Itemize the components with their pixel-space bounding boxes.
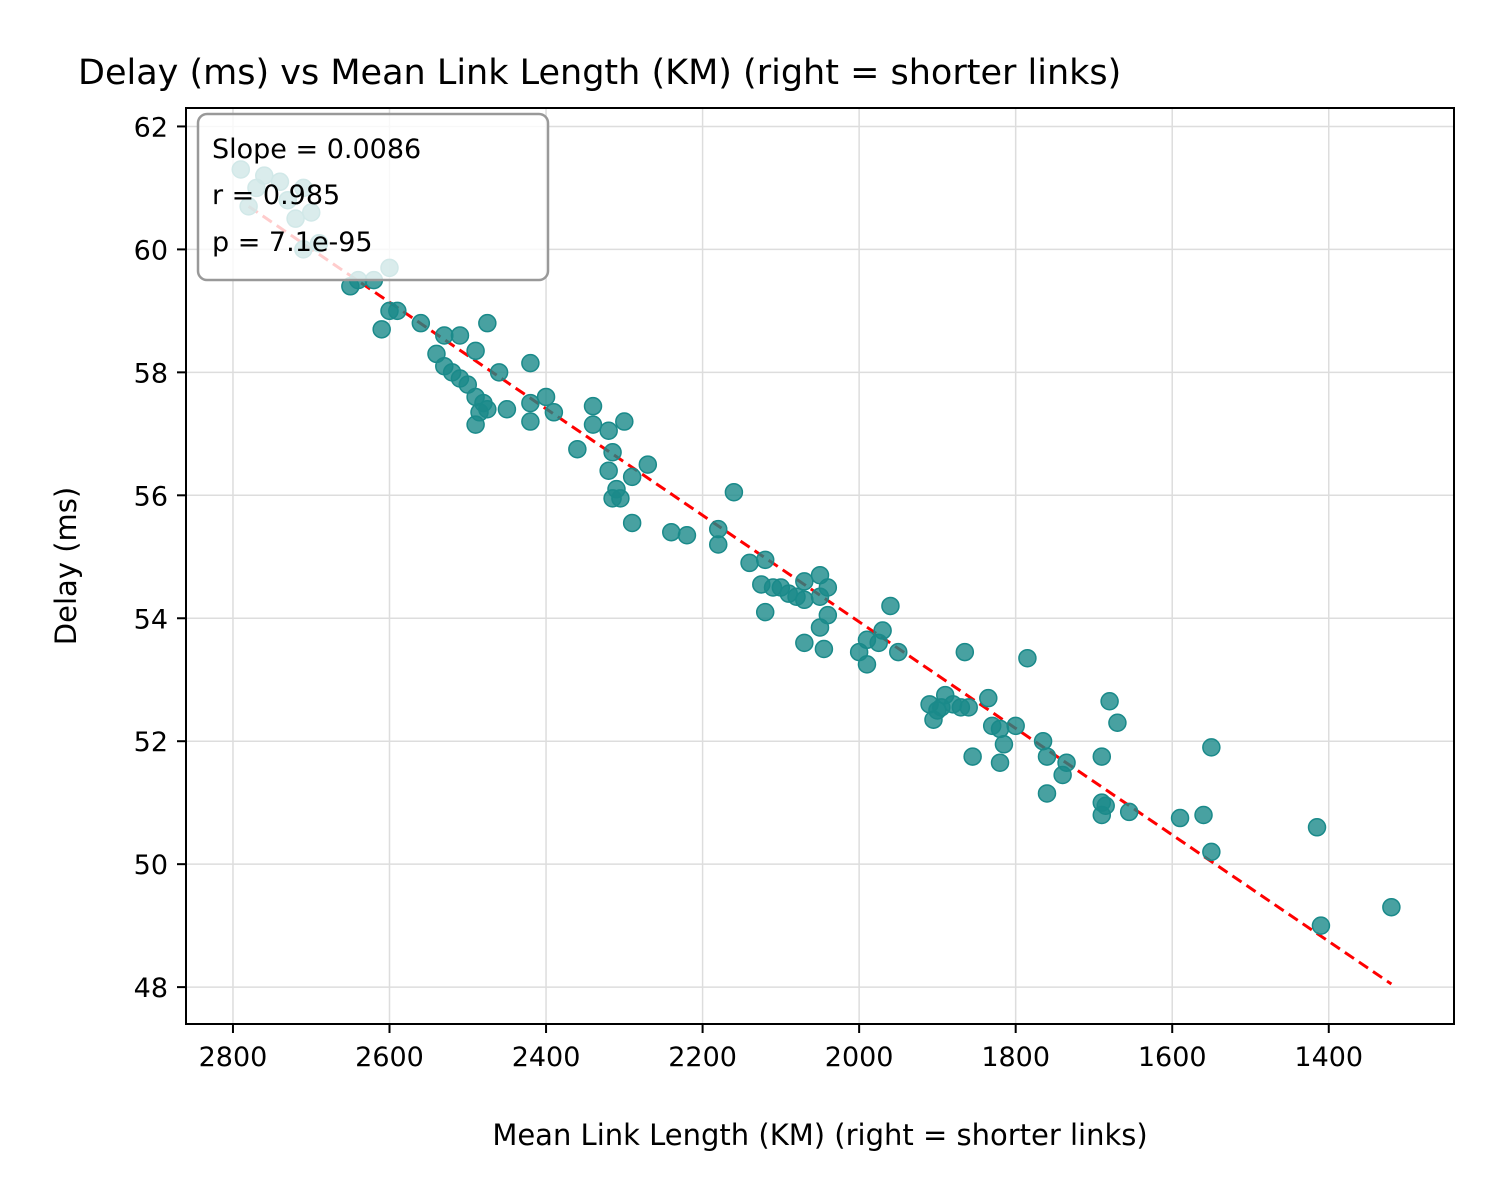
data-point <box>411 313 431 333</box>
data-point <box>1037 747 1057 766</box>
data-point <box>1037 784 1057 803</box>
chart-title: Delay (ms) vs Mean Link Length (KM) (rig… <box>78 53 1121 93</box>
x-tick-label: 2400 <box>512 1042 581 1073</box>
data-point <box>994 735 1014 754</box>
data-point <box>740 553 759 573</box>
data-point <box>662 522 681 542</box>
data-point <box>724 482 744 502</box>
data-point <box>466 341 485 361</box>
data-point <box>435 326 454 345</box>
data-point <box>615 412 634 431</box>
x-tick-label: 1600 <box>1138 1042 1207 1073</box>
data-point <box>1307 818 1327 837</box>
data-point <box>1092 805 1112 825</box>
data-point <box>990 719 1010 739</box>
data-point <box>466 415 485 434</box>
data-point <box>583 396 603 416</box>
data-point <box>1108 713 1127 733</box>
y-tick-label: 58 <box>134 358 168 389</box>
data-point <box>1018 648 1037 668</box>
data-point <box>1170 808 1190 828</box>
data-point <box>795 633 814 653</box>
data-point <box>959 698 978 717</box>
slope-text: Slope = 0.0086 <box>212 134 421 165</box>
data-point <box>1202 738 1221 757</box>
data-point <box>583 415 603 434</box>
y-tick-label: 52 <box>134 727 168 758</box>
data-point <box>795 572 814 591</box>
y-tick-label: 56 <box>134 481 168 512</box>
data-point <box>795 590 814 610</box>
data-point <box>489 363 509 382</box>
stats-box <box>196 112 550 282</box>
y-axis-label: Delay (ms) <box>49 487 83 645</box>
y-axis-ticks: 48 50 52 54 56 58 60 62 <box>134 112 186 1004</box>
data-point <box>963 747 982 766</box>
data-point <box>857 655 877 674</box>
data-point <box>1057 753 1076 772</box>
data-point <box>677 526 697 545</box>
data-point <box>1311 916 1331 935</box>
x-tick-label: 1800 <box>981 1042 1050 1073</box>
data-point <box>814 639 834 659</box>
data-point <box>603 443 622 462</box>
data-point <box>1194 805 1213 825</box>
data-point <box>478 313 497 333</box>
plot-area <box>185 107 1455 1025</box>
data-point <box>497 399 517 419</box>
x-tick-label: 2000 <box>825 1042 894 1073</box>
data-point <box>755 550 775 570</box>
data-point <box>599 461 618 480</box>
data-point <box>755 602 775 622</box>
r-value-text: r = 0.985 <box>212 180 340 211</box>
data-point <box>450 326 470 345</box>
y-tick-label: 60 <box>134 235 168 266</box>
data-point <box>881 596 900 616</box>
x-tick-label: 1400 <box>1294 1042 1363 1073</box>
data-point <box>544 403 564 422</box>
y-tick-label: 48 <box>134 973 168 1004</box>
data-point <box>810 618 830 637</box>
data-point <box>889 642 908 662</box>
data-point <box>1033 731 1053 751</box>
data-point <box>622 467 642 487</box>
x-tick-label: 2800 <box>199 1042 268 1073</box>
y-tick-label: 62 <box>134 112 168 143</box>
data-point <box>611 489 630 508</box>
data-point <box>1092 747 1112 766</box>
data-point <box>990 753 1010 772</box>
data-point <box>521 412 540 431</box>
data-point <box>810 587 830 606</box>
data-point <box>1382 897 1401 917</box>
p-value-text: p = 7.1e-95 <box>212 227 373 258</box>
data-point <box>622 513 642 533</box>
x-axis-ticks: 2800 2600 2400 2200 2000 1800 1600 1400 <box>199 1024 1363 1073</box>
data-point <box>388 301 407 321</box>
data-point <box>638 455 658 474</box>
data-point <box>372 320 391 339</box>
x-tick-label: 2200 <box>668 1042 737 1073</box>
data-point <box>521 393 540 413</box>
data-point <box>955 642 975 662</box>
y-tick-label: 50 <box>134 850 168 881</box>
x-axis-label: Mean Link Length (KM) (right = shorter l… <box>492 1118 1147 1152</box>
data-point <box>478 399 497 419</box>
data-point <box>1119 802 1139 822</box>
data-point <box>568 439 587 459</box>
data-point <box>979 688 998 708</box>
data-point <box>536 387 556 407</box>
stats-annotation: Slope = 0.0086 r = 0.985 p = 7.1e-95 <box>196 112 550 282</box>
data-point <box>708 535 728 554</box>
data-point <box>1006 716 1025 736</box>
data-point <box>708 519 728 539</box>
data-point <box>521 353 540 373</box>
data-point <box>1202 842 1221 862</box>
y-tick-label: 54 <box>134 604 168 635</box>
data-point <box>1100 691 1119 711</box>
x-tick-label: 2600 <box>355 1042 424 1073</box>
data-point <box>599 421 618 441</box>
